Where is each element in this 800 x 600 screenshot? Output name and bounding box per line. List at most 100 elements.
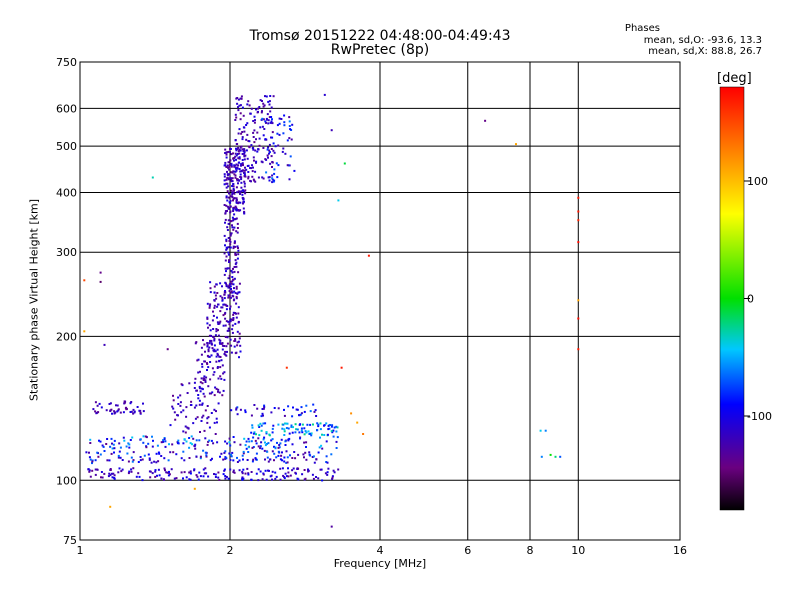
cluster-point [230, 162, 233, 165]
cluster-point [173, 477, 176, 480]
cluster-point [240, 169, 243, 172]
cluster-point [216, 441, 219, 444]
cluster-point [233, 290, 236, 293]
cluster-point [274, 471, 277, 474]
cluster-point [325, 461, 328, 463]
cluster-point [230, 269, 233, 272]
cluster-point [303, 456, 305, 459]
cluster-point [218, 478, 221, 481]
cluster-point [240, 178, 243, 181]
cluster-point [190, 404, 193, 406]
cluster-point [267, 176, 270, 179]
cluster-point [315, 476, 317, 478]
cluster-point [320, 468, 323, 471]
cluster-point [215, 283, 218, 286]
cluster-point [163, 437, 166, 439]
cluster-point [220, 377, 223, 380]
cluster-point [239, 104, 242, 107]
cluster-point [207, 440, 210, 443]
cluster-point [214, 473, 217, 476]
cluster-point [213, 306, 216, 309]
cluster-point [307, 430, 310, 433]
cluster-point [202, 468, 205, 471]
cluster-point [291, 431, 294, 434]
cluster-point [228, 168, 231, 171]
cluster-point [236, 227, 239, 229]
cluster-point [283, 114, 286, 117]
cluster-point [241, 153, 244, 155]
cluster-point [241, 193, 244, 196]
cluster-point [223, 468, 226, 471]
cluster-point [251, 170, 254, 173]
cluster-point [225, 151, 228, 154]
cluster-point [275, 456, 278, 459]
cluster-point [236, 148, 239, 150]
cluster-point [248, 440, 251, 443]
cluster-point [152, 439, 154, 442]
cluster-point [331, 431, 334, 434]
cluster-point [201, 402, 204, 405]
cluster-point [237, 340, 240, 343]
cluster-point [102, 445, 105, 448]
cluster-point [235, 287, 238, 290]
y-axis-ticks: 75 100 200 300 400 500 600 750 [56, 56, 77, 547]
cluster-point [282, 147, 285, 150]
cluster-point [195, 404, 198, 407]
cluster-point [218, 322, 221, 325]
cluster-point [243, 126, 246, 129]
data-points [83, 93, 580, 528]
cluster-point [224, 477, 227, 480]
cluster-point [198, 471, 201, 474]
cluster-point [177, 396, 180, 399]
cluster-point [219, 366, 222, 369]
cluster-point [98, 439, 100, 442]
scatter-point [109, 505, 112, 508]
cluster-point [268, 152, 270, 155]
cluster-point [236, 179, 239, 182]
cluster-point [227, 219, 230, 222]
y-tick-label: 400 [56, 186, 77, 199]
scatter-point [340, 366, 343, 369]
cluster-point [239, 176, 242, 178]
cluster-point [210, 439, 213, 442]
cluster-point [265, 171, 268, 174]
cluster-point [226, 350, 228, 353]
cluster-point [240, 132, 243, 135]
cluster-point [231, 291, 234, 294]
cluster-point [304, 451, 307, 454]
cluster-point [235, 261, 238, 264]
cluster-point [213, 408, 216, 411]
cluster-point [312, 455, 315, 458]
cluster-point [227, 161, 230, 164]
cluster-point [229, 338, 232, 341]
cluster-point [106, 459, 109, 462]
cluster-point [232, 219, 235, 222]
cluster-point [236, 461, 239, 463]
cluster-point [123, 400, 126, 403]
cluster-point [215, 330, 218, 333]
cluster-point [207, 416, 210, 419]
x-tick-label: 2 [227, 544, 234, 557]
cluster-point [231, 324, 234, 327]
cluster-point [87, 468, 90, 471]
cluster-point [238, 337, 241, 340]
cluster-point [239, 170, 242, 173]
cluster-point [234, 259, 237, 262]
cluster-point [243, 151, 246, 154]
cluster-point [117, 408, 120, 411]
cluster-point [245, 440, 248, 443]
cluster-point [151, 435, 153, 438]
cluster-point [335, 447, 338, 449]
cluster-point [291, 443, 294, 446]
cluster-point [264, 120, 267, 123]
cluster-point [234, 338, 237, 341]
cluster-point [232, 210, 235, 212]
cluster-point [225, 210, 227, 213]
cluster-point [227, 251, 230, 254]
cluster-point [232, 469, 235, 472]
x-axis-label: Frequency [MHz] [333, 557, 427, 570]
cluster-point [247, 472, 250, 475]
cluster-point [233, 287, 235, 290]
cluster-point [325, 440, 328, 443]
cluster-point [300, 429, 303, 432]
